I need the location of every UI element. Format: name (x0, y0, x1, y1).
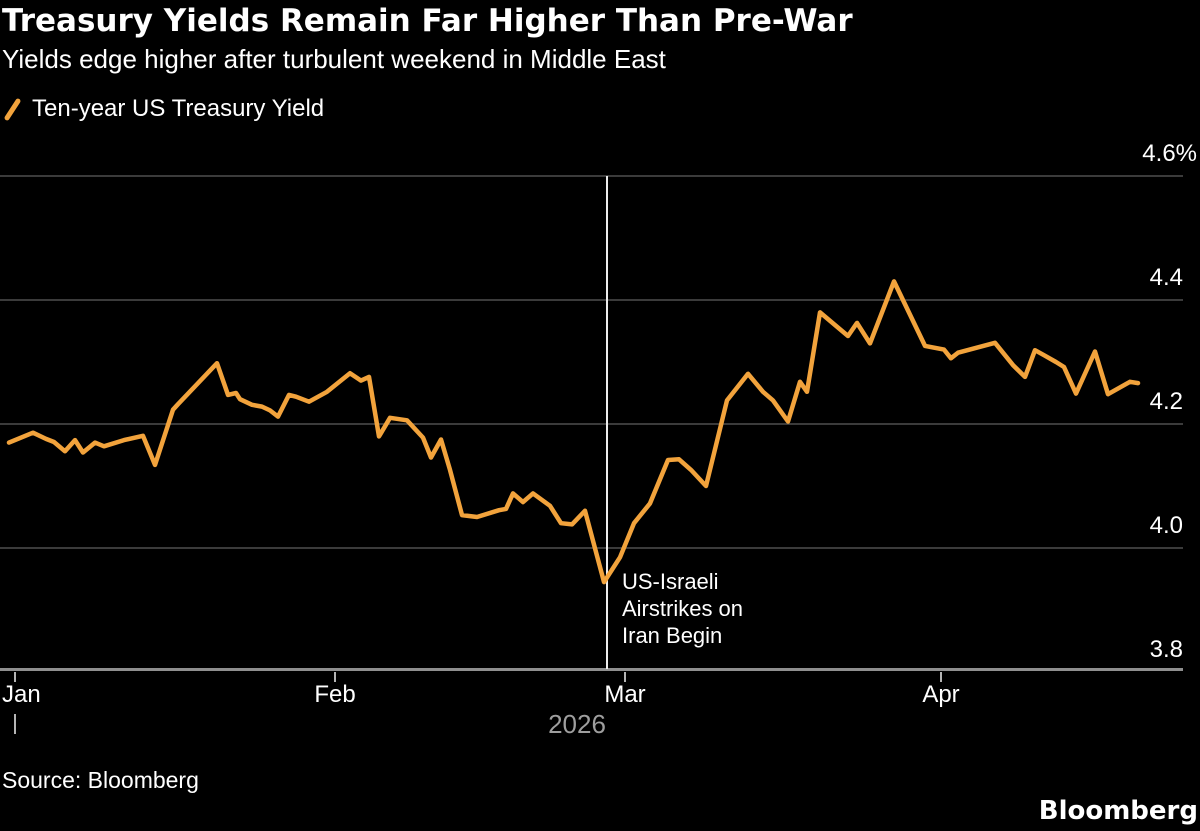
y-axis-label: 4.2 (1149, 388, 1183, 415)
bloomberg-logo: Bloomberg (1038, 796, 1198, 826)
x-axis-year-label: 2026 (548, 709, 606, 739)
event-annotation-line-3: Iran Begin (622, 623, 723, 648)
x-axis-label: Feb (314, 681, 356, 708)
event-annotation-line-1: US-Israeli (622, 569, 719, 594)
event-annotation: US-Israeli Airstrikes on Iran Begin (622, 568, 743, 649)
chart-title: Treasury Yields Remain Far Higher Than P… (2, 3, 853, 39)
legend: Ten-year US Treasury Yield (3, 94, 325, 124)
y-axis-label: 4.6% (1142, 140, 1197, 167)
y-axis-label: 4.4 (1149, 264, 1183, 291)
y-axis-label: 4.0 (1149, 512, 1183, 539)
legend-label: Ten-year US Treasury Yield (32, 95, 325, 122)
x-axis-label: Mar (604, 681, 646, 708)
chart-subtitle: Yields edge higher after turbulent weeke… (2, 44, 666, 74)
x-axis-label: Apr (922, 681, 960, 708)
x-axis-label: Jan (2, 681, 41, 708)
source-caption: Source: Bloomberg (2, 767, 199, 793)
y-axis-label: 3.8 (1149, 636, 1183, 663)
event-annotation-line-2: Airstrikes on (622, 596, 744, 621)
